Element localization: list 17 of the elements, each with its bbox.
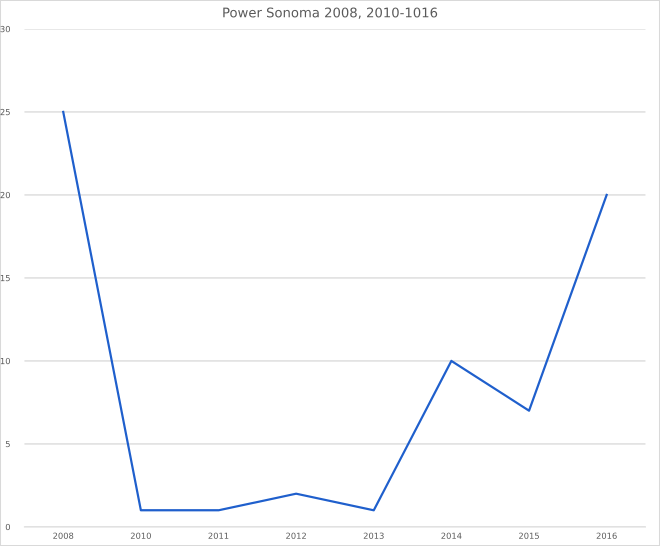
y-tick-label: 30 — [0, 26, 10, 32]
x-tick-label: 2011 — [208, 532, 228, 539]
x-tick-label: 2013 — [364, 532, 384, 539]
x-tick-label: 2014 — [441, 532, 462, 539]
chart-title: Power Sonoma 2008, 2010-1016 — [223, 8, 438, 19]
y-tick-label: 10 — [0, 358, 10, 364]
line-series — [62, 110, 608, 512]
y-tick-label: 0 — [6, 524, 10, 530]
x-tick-label: 2012 — [286, 532, 306, 539]
x-tick-label: 2008 — [53, 532, 74, 539]
x-tick-label: 2015 — [519, 532, 539, 539]
x-tick-label: 2016 — [596, 532, 617, 539]
y-tick-label: 20 — [0, 192, 10, 198]
y-tick-label: 25 — [0, 108, 10, 116]
y-tick-label: 15 — [0, 275, 10, 282]
x-tick-label: 2010 — [130, 532, 151, 539]
y-tick-label: 5 — [6, 440, 10, 448]
